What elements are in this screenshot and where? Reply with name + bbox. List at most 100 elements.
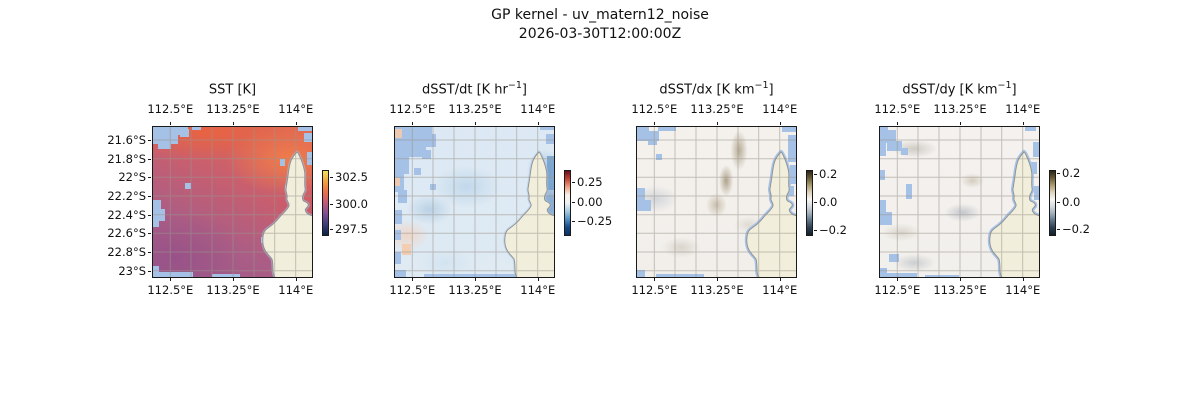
panel-title-suffix: ] [521,82,527,98]
colorbar-tick-label: 302.5 [330,169,368,184]
colorbar-tick-label: 300.0 [330,196,368,211]
panel-title-suffix: ] [768,82,774,98]
axis-tick-mark [295,122,297,125]
x-axis-top-tick-labels: 112.5°E 113.25°E 114°E [147,102,314,116]
y-tick-label: 22°S [118,170,146,185]
x-tick-label: 113.25°E [933,102,987,116]
panel-title: dSST/dt [K hr−1] [394,80,555,97]
x-tick-label: 112.5°E [874,102,921,116]
axis-tick-mark [897,122,899,125]
axis-tick-mark [170,278,172,281]
axis-tick-mark [474,122,476,125]
axis-tick-mark [295,278,297,281]
colorbar-dsst-dy: 0.2 0.0 −0.2 [1049,166,1109,237]
x-tick-label: 114°E [520,283,556,297]
axis-tick-mark [148,139,151,141]
figure-title: GP kernel - uv_matern12_noise 2026-03-30… [0,6,1200,44]
x-tick-label: 112.5°E [147,102,194,116]
axis-tick-mark [716,278,718,281]
axis-tick-mark [148,233,151,235]
axis-tick-mark [959,278,961,281]
y-axis-tick-labels: 21.6°S 21.8°S 22°S 22.2°S 22.4°S 22.6°S … [88,126,146,278]
x-tick-label: 114°E [278,283,314,297]
map-dsst-dx [636,122,797,281]
panel-dsst-dy: dSST/dy [K km−1] 112.5°E 113.25°E 114°E [874,80,1129,310]
axis-tick-mark [148,195,151,197]
x-axis-top-tick-labels: 112.5°E 113.25°E 114°E [389,102,556,116]
y-tick-label: 23°S [118,263,146,278]
colorbar-tick-label: −0.2 [1057,222,1090,237]
axis-tick-mark [148,158,151,160]
axis-tick-mark [779,122,781,125]
map-dsst-dt [394,122,555,281]
panel-title: dSST/dx [K km−1] [636,80,797,97]
panel-title-text: dSST/dy [K km [902,82,998,98]
x-tick-label: 112.5°E [631,283,678,297]
x-tick-label: 114°E [762,102,798,116]
colorbar-gradient [806,170,813,236]
x-tick-label: 114°E [520,102,556,116]
map-dsst-dy [879,122,1040,281]
colorbar-dsst-dx: 0.2 0.0 −0.2 [806,166,866,238]
colorbar-tick-label: 0.2 [813,166,838,181]
axis-tick-mark [1022,122,1024,125]
axis-tick-mark [232,122,234,125]
colorbar-tick-label: 0.2 [1056,166,1081,181]
x-axis-bottom-tick-labels: 112.5°E 113.25°E 114°E [874,283,1041,297]
x-tick-label: 114°E [1005,283,1041,297]
y-tick-label: 22.6°S [107,226,146,241]
x-tick-label: 114°E [278,102,314,116]
axis-tick-mark [537,122,539,125]
axis-tick-mark [148,214,151,216]
x-tick-label: 113.25°E [690,283,744,297]
cloud-mask-patches [879,126,1040,278]
map-frame [152,126,313,278]
axis-tick-mark [170,122,172,125]
axis-tick-mark [1022,278,1024,281]
axis-tick-mark [537,278,539,281]
y-tick-label: 22.4°S [107,207,146,222]
colorbar-tick-label: 0.0 [1056,194,1081,209]
map-frame [636,126,797,278]
x-axis-top-tick-labels: 112.5°E 113.25°E 114°E [631,102,798,116]
axis-tick-mark [897,278,899,281]
x-tick-label: 113.25°E [690,102,744,116]
x-tick-label: 113.25°E [448,283,502,297]
x-tick-label: 112.5°E [874,283,921,297]
axis-tick-mark [412,278,414,281]
x-tick-label: 112.5°E [389,283,436,297]
y-tick-label: 21.8°S [107,151,146,166]
x-tick-label: 112.5°E [147,283,194,297]
figure-title-line2: 2026-03-30T12:00:00Z [518,26,682,42]
panel-title-superscript: −1 [754,80,769,91]
axis-tick-mark [148,177,151,179]
map-frame [394,126,555,278]
x-axis-bottom-tick-labels: 112.5°E 113.25°E 114°E [389,283,556,297]
x-tick-label: 112.5°E [389,102,436,116]
colorbar-tick-label: −0.25 [571,213,613,228]
panel-title-superscript: −1 [507,80,522,91]
cloud-mask-patches [394,126,555,278]
x-axis-top-tick-labels: 112.5°E 113.25°E 114°E [874,102,1040,116]
panel-title-text: dSST/dt [K hr [422,82,508,98]
axis-tick-mark [412,122,414,125]
axis-tick-mark [148,270,151,272]
figure-title-line1: GP kernel - uv_matern12_noise [491,7,709,23]
x-tick-label: 113.25°E [933,283,987,297]
colorbar-gradient [1049,170,1056,236]
axis-tick-mark [654,278,656,281]
x-tick-label: 112.5°E [631,102,678,116]
axis-tick-mark [474,278,476,281]
y-tick-label: 21.6°S [107,132,146,147]
x-tick-label: 113.25°E [206,102,260,116]
axis-tick-mark [779,278,781,281]
panel-title-text: SST [K] [208,82,257,98]
colorbar-gradient [322,170,329,236]
colorbar-tick-label: 297.5 [330,222,368,237]
x-tick-label: 113.25°E [448,102,502,116]
colorbar-gradient [564,170,571,236]
panel-title: SST [K] [152,80,313,97]
map-frame [879,126,1040,278]
colorbar-tick-label: −0.2 [814,223,847,238]
panel-title: dSST/dy [K km−1] [879,80,1040,97]
